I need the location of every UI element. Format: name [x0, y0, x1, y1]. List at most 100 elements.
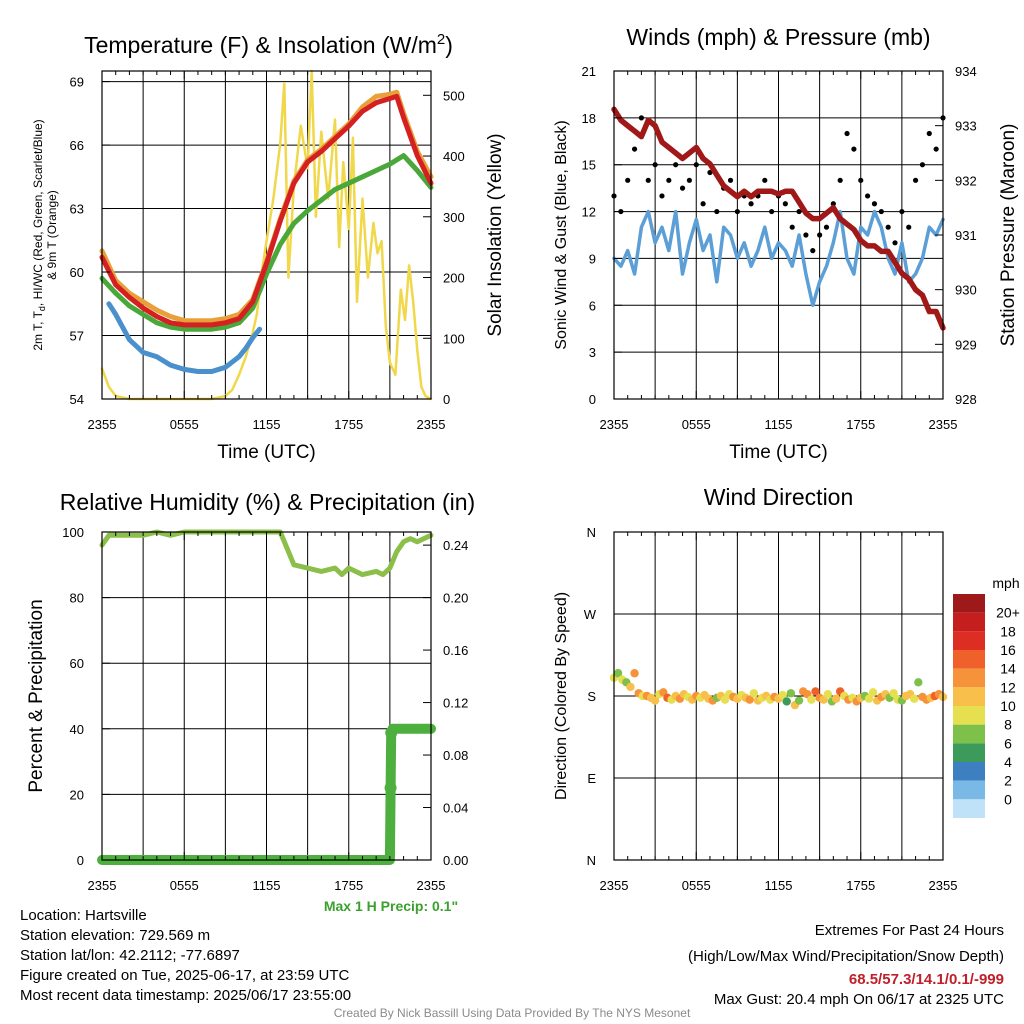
y-right-tick-label: 929: [955, 337, 977, 352]
direction-point: [749, 689, 759, 698]
x-tick-label: 1155: [253, 417, 281, 432]
gust-point: [789, 224, 795, 230]
x-tick-label: 1755: [334, 417, 363, 432]
gust-point: [707, 169, 713, 176]
x-tick-label: 2355: [88, 878, 117, 893]
direction-point: [811, 687, 820, 696]
y-right-tick-label: 0: [443, 392, 450, 407]
x-tick-label: 1755: [846, 878, 875, 893]
y-tick-label: 20: [70, 787, 84, 802]
x-tick-label: 1755: [334, 878, 363, 893]
x-tick-label: 0555: [682, 417, 711, 432]
legend-swatch: [953, 687, 985, 706]
y-axis-label: Percent & Precipitation: [26, 599, 47, 792]
precip-footnote: Max 1 H Precip: 0.1": [324, 898, 458, 914]
y-tick-label: E: [587, 771, 596, 786]
max-gust: Max Gust: 20.4 mph On 06/17 at 2325 UTC: [713, 991, 1004, 1008]
x-tick-label: 2355: [417, 417, 446, 432]
direction-point: [786, 689, 796, 698]
gust-point: [631, 146, 638, 152]
legend-swatch: [953, 724, 985, 744]
y-right-tick-label: 934: [955, 64, 977, 79]
panel-4: 2355 0555 1155 1755 2355 N E S W N Wind Direction D…: [553, 484, 1020, 893]
gust-point: [906, 224, 912, 230]
series-line: [99, 153, 434, 332]
y-tick-label: 12: [582, 205, 596, 220]
y-right-tick-label: 932: [955, 173, 977, 188]
y-right-axis-label: Solar Insolation (Yellow): [485, 133, 506, 336]
legend-label: 12: [1000, 679, 1016, 695]
x-tick-label: 2355: [929, 878, 958, 893]
gust-point: [686, 177, 692, 183]
legend-label: 8: [1004, 717, 1012, 733]
y-tick-label: N: [587, 525, 596, 540]
x-tick-label: 1755: [846, 417, 875, 432]
station-elevation: Station elevation: 729.569 m: [20, 927, 211, 944]
y-tick-label: 6: [589, 298, 596, 313]
y-axis-label: 2m T, Td, HI/WC (Red, Green, Scarlet/Blu…: [31, 119, 47, 350]
gust-point: [714, 208, 720, 215]
gust-point: [810, 248, 816, 254]
gust-point: [803, 232, 809, 238]
y-right-tick-label: 0.00: [443, 853, 468, 868]
precip-point: [384, 781, 397, 794]
x-tick-label: 0555: [170, 878, 199, 893]
panel-3: 2355 0555 1155 1755 2355 0 20 40 60 80 100 0.00 0.04…: [26, 489, 475, 914]
x-tick-label: 2355: [929, 417, 958, 432]
direction-point: [823, 689, 833, 699]
y-tick-label: S: [587, 689, 596, 704]
gust-point: [817, 232, 823, 238]
y-right-tick-label: 930: [955, 283, 977, 298]
y-right-tick-label: 100: [443, 331, 465, 346]
y-tick-label: 18: [582, 111, 596, 126]
gust-point: [693, 162, 699, 168]
direction-point: [910, 694, 919, 703]
y-right-tick-label: 300: [443, 210, 465, 225]
direction-point: [626, 682, 635, 692]
extremes-subtitle: (High/Low/Max Wind/Precipitation/Snow De…: [688, 948, 1004, 965]
direction-point: [650, 696, 660, 705]
y-tick-label: 15: [582, 158, 596, 173]
x-tick-label: 0555: [682, 878, 711, 893]
credit-line: Created By Nick Bassill Using Data Provi…: [333, 1006, 691, 1020]
y-tick-label: 80: [70, 591, 84, 606]
y-right-tick-label: 400: [443, 149, 465, 164]
gust-point: [933, 146, 939, 152]
y-tick-label: 100: [62, 525, 84, 540]
y-right-tick-label: 928: [955, 392, 977, 407]
y-right-tick-label: 0.16: [443, 643, 468, 658]
gust-point: [858, 177, 864, 183]
legend-swatch: [953, 780, 985, 800]
y-right-tick-label: 933: [955, 119, 977, 134]
gust-point: [912, 177, 919, 183]
legend-label: 20+: [996, 605, 1020, 621]
y-tick-label: 60: [70, 656, 84, 671]
gust-point: [919, 162, 926, 168]
legend-label: 10: [1000, 698, 1016, 714]
x-tick-label: 1155: [765, 417, 793, 432]
gust-point: [823, 224, 830, 230]
chart-title: Relative Humidity (%) & Precipitation (i…: [60, 489, 475, 515]
legend-title: mph: [992, 575, 1019, 591]
legend-swatch: [953, 650, 985, 669]
station-latlon: Station lat/lon: 42.2112; -77.6897: [20, 947, 240, 964]
x-tick-label: 2355: [417, 878, 446, 893]
x-axis-label: Time (UTC): [217, 442, 316, 463]
y-tick-label: 40: [70, 722, 84, 737]
y-right-tick-label: 500: [443, 88, 465, 103]
gust-point: [748, 201, 754, 207]
y-tick-label: 57: [70, 329, 84, 344]
direction-point: [864, 694, 874, 703]
direction-point: [778, 690, 787, 700]
gust-point: [769, 208, 775, 215]
gust-point: [865, 193, 871, 199]
x-tick-label: 1155: [253, 878, 281, 893]
gust-point: [734, 208, 740, 215]
recent-timestamp: Most recent data timestamp: 2025/06/17 2…: [20, 987, 352, 1004]
y-tick-label: 54: [70, 392, 84, 407]
legend-swatch: [953, 612, 985, 632]
gust-point: [885, 224, 891, 230]
gust-point: [878, 208, 884, 215]
legend-label: 18: [1000, 623, 1016, 639]
